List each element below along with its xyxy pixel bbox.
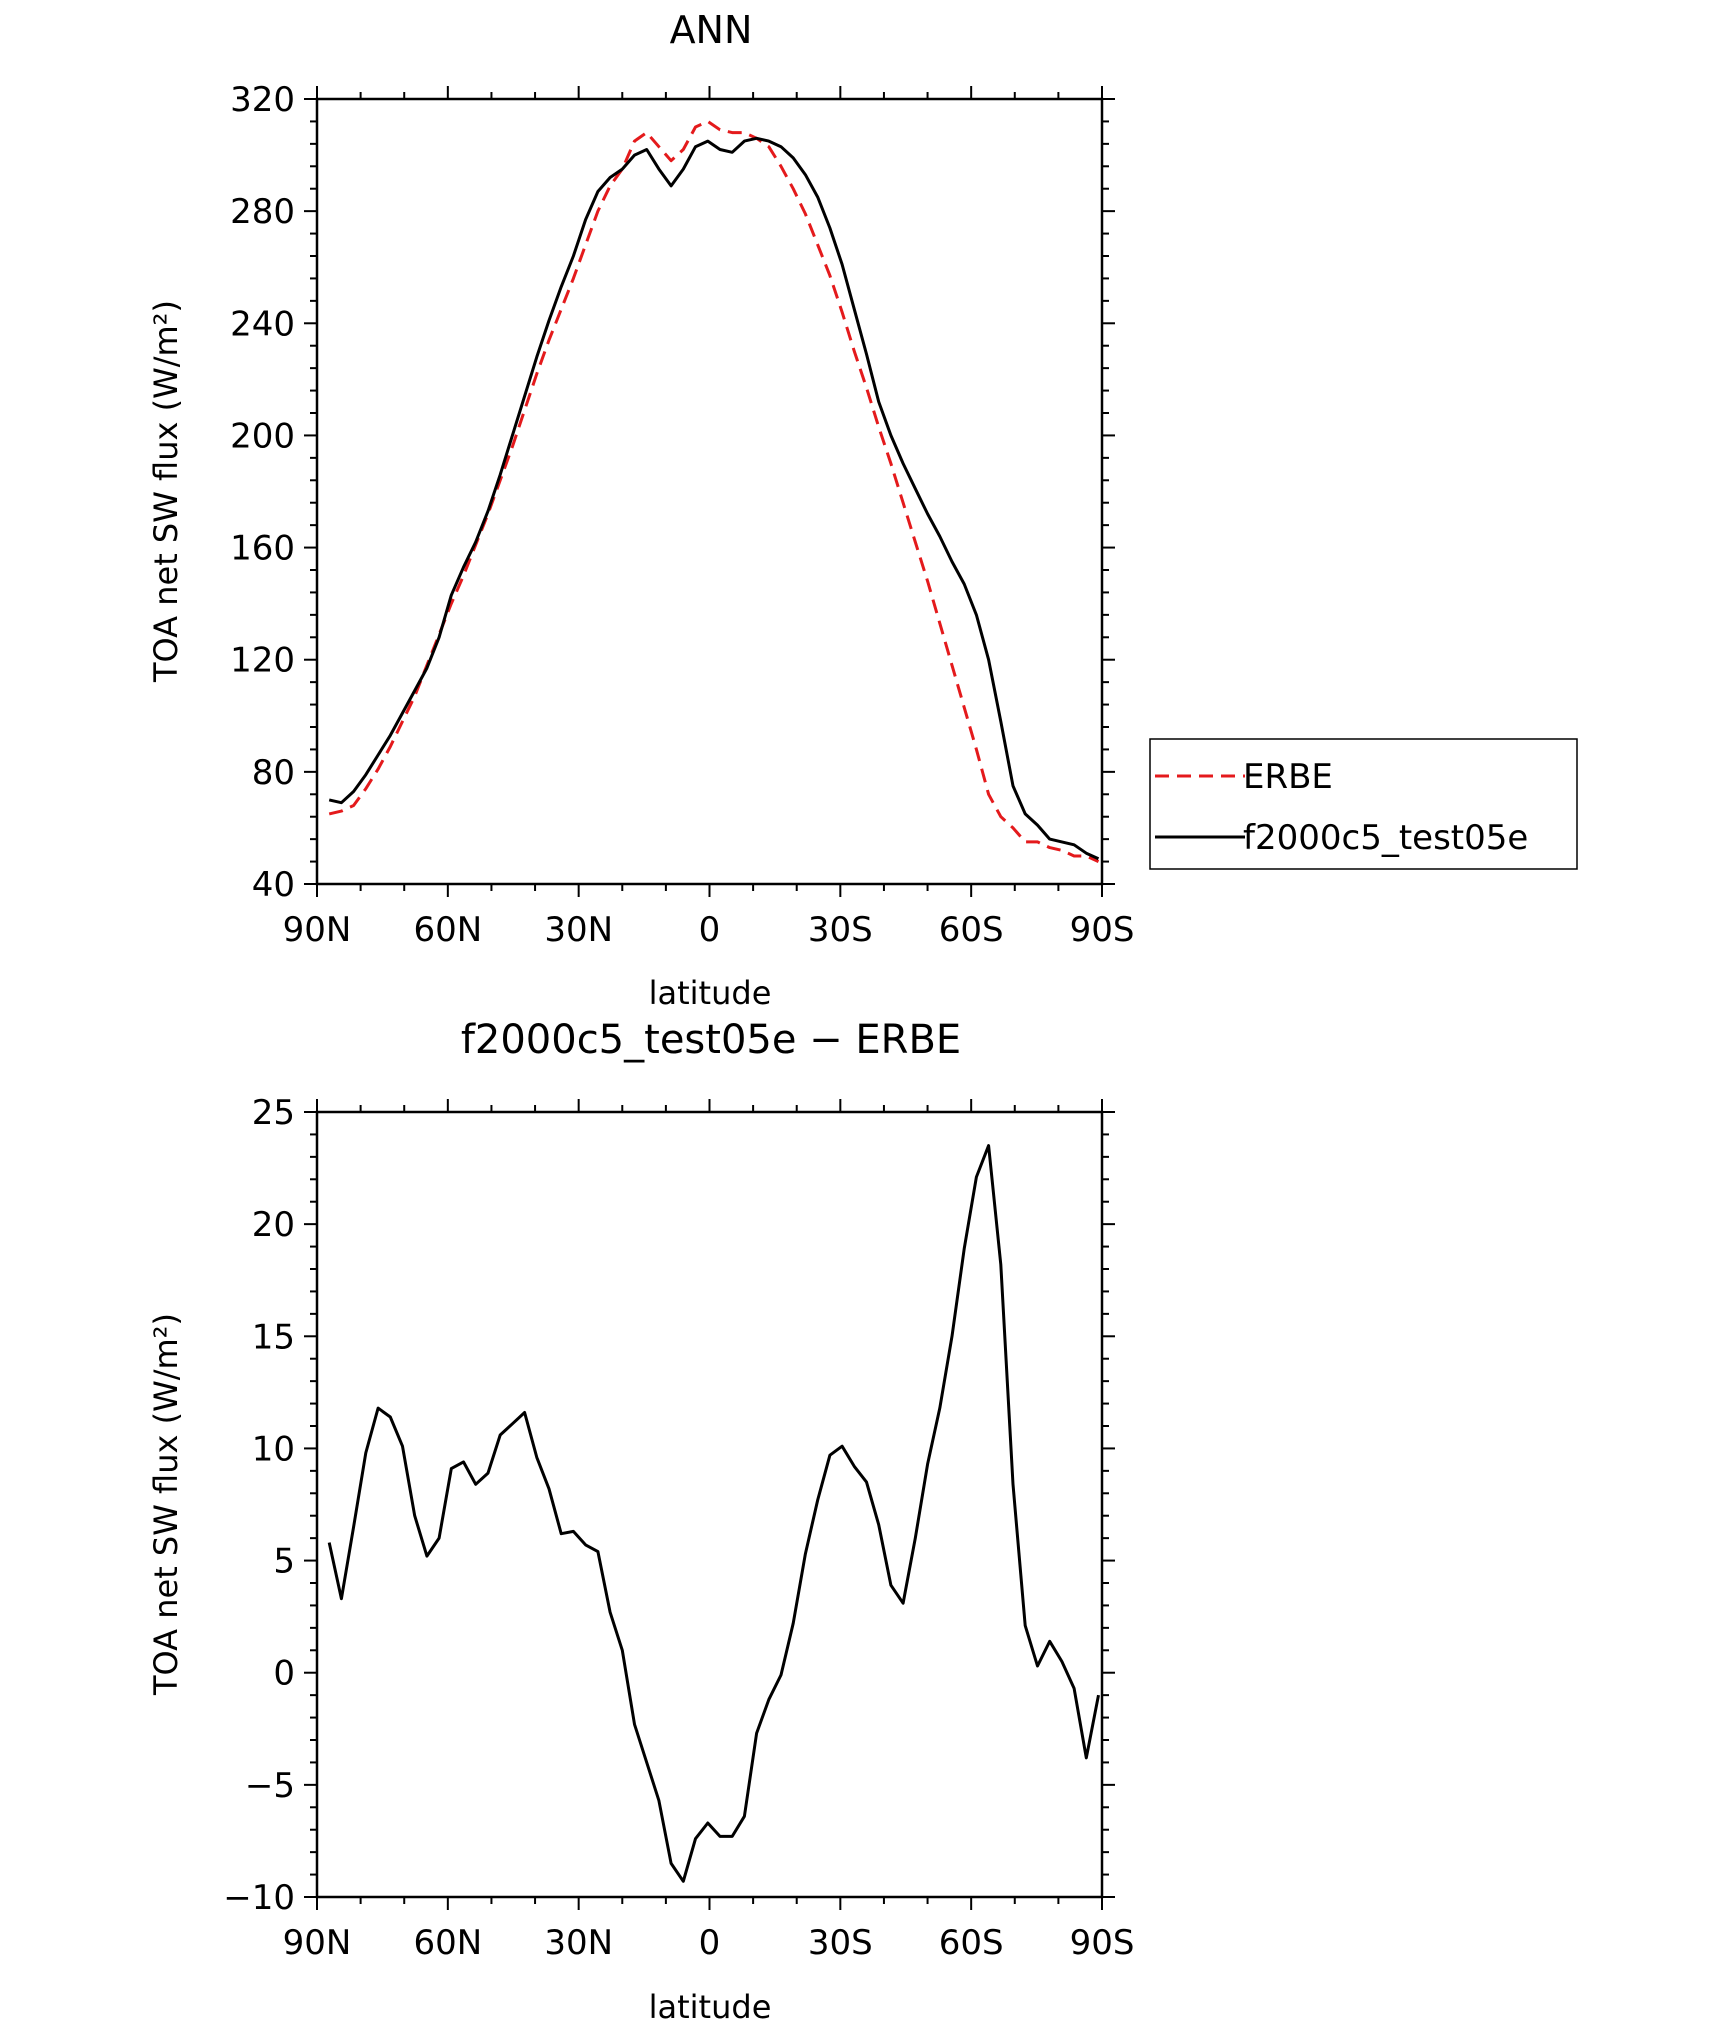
y-tick-label: 10 [252,1429,295,1469]
x-axis-label: latitude [649,1988,772,2021]
legend-label-erbe: ERBE [1243,757,1333,797]
x-tick-label: 60S [939,1923,1004,1963]
x-tick-label: 90N [283,910,352,950]
y-tick-label: 120 [230,641,295,681]
plot-frame [315,1110,1104,1899]
y-tick-label: 20 [252,1205,295,1245]
y-tick-label: 15 [252,1317,295,1357]
x-tick-label: 90S [1070,910,1135,950]
chart-title: f2000c5_test05e − ERBE [461,1017,961,1063]
chart-panel-difference: f2000c5_test05e − ERBE −10 −5 0 5 10 15 20 25 9… [147,1017,1134,2021]
x-tick-label: 90S [1070,1923,1135,1963]
x-tick-label: 60N [413,910,482,950]
y-tick-label: 5 [273,1542,295,1582]
plot-frame [315,97,1104,886]
tick-marks [304,1099,1115,1910]
y-tick-label: −5 [245,1766,295,1806]
series-line-erbe [328,119,1100,863]
legend-box [1149,738,1578,870]
tick-marks [304,86,1115,897]
y-tick-label: 25 [252,1093,295,1133]
x-tick-labels: 90N 60N 30N 0 30S 60S 90S [283,910,1135,950]
y-tick-label: 80 [252,753,295,793]
y-tick-label: −10 [223,1878,295,1918]
x-tick-label: 0 [699,910,721,950]
x-tick-label: 0 [699,1923,721,1963]
y-tick-labels: 40 80 120 160 200 240 280 320 [230,80,295,905]
x-tick-label: 60N [413,1923,482,1963]
series-lines [328,119,1100,863]
x-tick-label: 60S [939,910,1004,950]
x-axis-label: latitude [649,974,772,1012]
x-tick-label: 30S [808,910,873,950]
y-tick-label: 0 [273,1654,295,1694]
x-tick-label: 30N [544,910,613,950]
chart-panel-annual: ANN 40 80 120 160 200 240 280 320 90N 60N 30N 0 30S… [147,8,1578,1012]
y-axis-label: TOA net SW flux (W/m²) [147,1313,185,1696]
legend: ERBE f2000c5_test05e [1149,738,1578,870]
y-tick-label: 200 [230,416,295,456]
y-tick-label: 40 [252,865,295,905]
x-tick-label: 90N [283,1923,352,1963]
series-lines [327,1144,1100,1883]
y-tick-label: 320 [230,80,295,120]
series-line-difference [327,1144,1100,1883]
chart-title: ANN [670,8,753,52]
legend-label-model: f2000c5_test05e [1243,818,1528,858]
y-tick-labels: −10 −5 0 5 10 15 20 25 [223,1093,295,1918]
y-tick-label: 160 [230,529,295,569]
x-tick-label: 30S [808,1923,873,1963]
series-line-f2000c5-test05e [328,136,1100,861]
y-axis-label: TOA net SW flux (W/m²) [147,300,185,683]
x-tick-label: 30N [544,1923,613,1963]
x-tick-labels: 90N 60N 30N 0 30S 60S 90S [283,1923,1135,1963]
y-tick-label: 280 [230,192,295,232]
y-tick-label: 240 [230,304,295,344]
